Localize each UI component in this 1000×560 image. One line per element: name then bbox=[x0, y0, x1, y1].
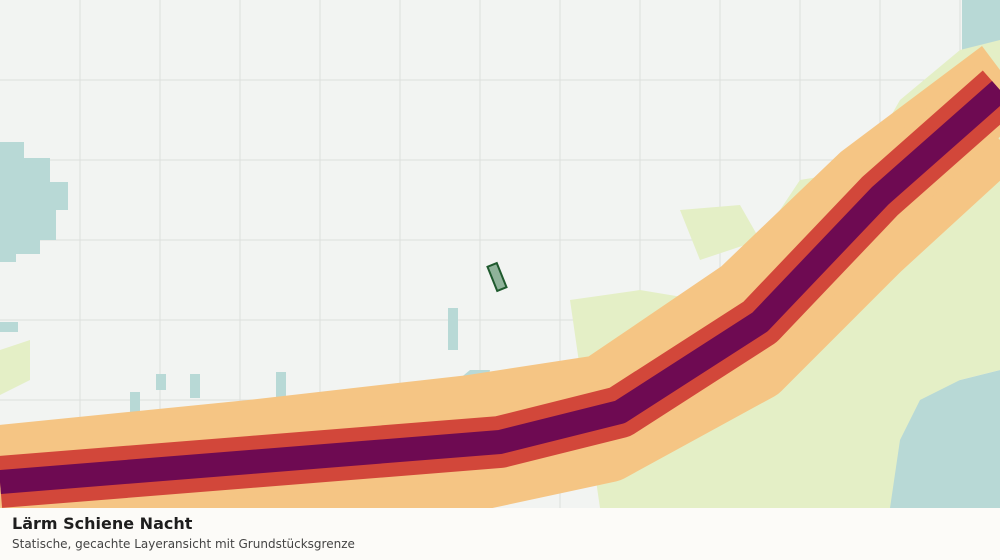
layer-subtitle: Statische, gecachte Layeransicht mit Gru… bbox=[12, 537, 355, 551]
map bbox=[0, 0, 1000, 508]
layer-title: Lärm Schiene Nacht bbox=[12, 514, 193, 533]
rail-noise-band bbox=[0, 46, 1000, 508]
parcel-boundary bbox=[486, 261, 508, 293]
caption-bar: Lärm Schiene Nacht Statische, gecachte L… bbox=[0, 508, 1000, 560]
